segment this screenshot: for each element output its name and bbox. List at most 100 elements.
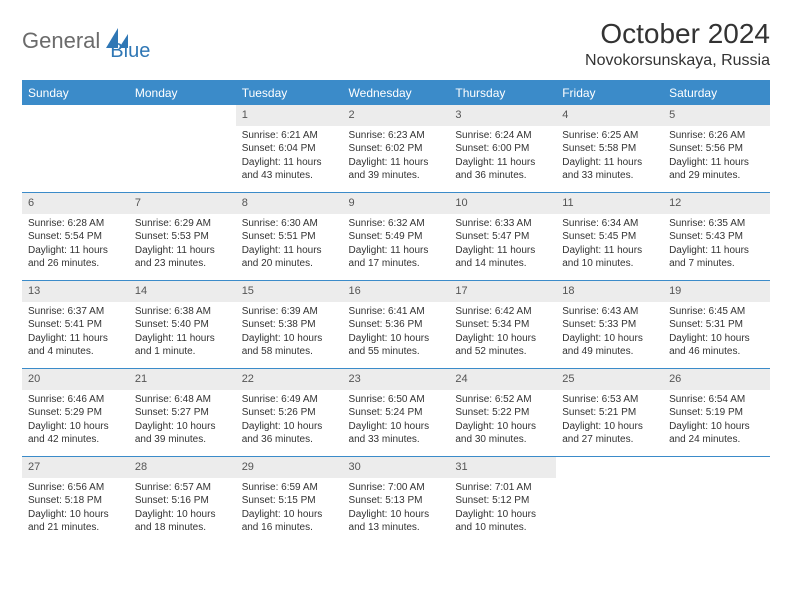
day-body: Sunrise: 6:46 AMSunset: 5:29 PMDaylight:…	[22, 390, 129, 451]
daylight-line: Daylight: 10 hours and 27 minutes.	[562, 420, 657, 447]
calendar-cell: 2Sunrise: 6:23 AMSunset: 6:02 PMDaylight…	[343, 105, 450, 193]
day-number: 4	[556, 105, 663, 126]
day-number: 9	[343, 193, 450, 214]
day-number: 23	[343, 369, 450, 390]
sunset-line: Sunset: 5:15 PM	[242, 494, 337, 508]
sunset-line: Sunset: 5:53 PM	[135, 230, 230, 244]
daylight-line: Daylight: 10 hours and 39 minutes.	[135, 420, 230, 447]
daylight-line: Daylight: 11 hours and 36 minutes.	[455, 156, 550, 183]
sunset-line: Sunset: 5:43 PM	[669, 230, 764, 244]
daylight-line: Daylight: 10 hours and 10 minutes.	[455, 508, 550, 535]
sunrise-line: Sunrise: 6:21 AM	[242, 129, 337, 143]
daylight-line: Daylight: 10 hours and 55 minutes.	[349, 332, 444, 359]
sunset-line: Sunset: 5:26 PM	[242, 406, 337, 420]
calendar-cell: 24Sunrise: 6:52 AMSunset: 5:22 PMDayligh…	[449, 369, 556, 457]
calendar-cell: ..	[129, 105, 236, 193]
calendar-cell: ..	[22, 105, 129, 193]
day-body: Sunrise: 6:24 AMSunset: 6:00 PMDaylight:…	[449, 126, 556, 187]
sunrise-line: Sunrise: 6:49 AM	[242, 393, 337, 407]
day-body: Sunrise: 6:29 AMSunset: 5:53 PMDaylight:…	[129, 214, 236, 275]
sunset-line: Sunset: 5:58 PM	[562, 142, 657, 156]
day-body: Sunrise: 6:48 AMSunset: 5:27 PMDaylight:…	[129, 390, 236, 451]
daylight-line: Daylight: 10 hours and 52 minutes.	[455, 332, 550, 359]
calendar-cell: 8Sunrise: 6:30 AMSunset: 5:51 PMDaylight…	[236, 193, 343, 281]
daylight-line: Daylight: 11 hours and 20 minutes.	[242, 244, 337, 271]
sunrise-line: Sunrise: 6:28 AM	[28, 217, 123, 231]
daylight-line: Daylight: 11 hours and 17 minutes.	[349, 244, 444, 271]
calendar-cell: 6Sunrise: 6:28 AMSunset: 5:54 PMDaylight…	[22, 193, 129, 281]
day-body: Sunrise: 6:52 AMSunset: 5:22 PMDaylight:…	[449, 390, 556, 451]
daylight-line: Daylight: 10 hours and 18 minutes.	[135, 508, 230, 535]
page-title: October 2024	[585, 18, 770, 50]
sunset-line: Sunset: 5:36 PM	[349, 318, 444, 332]
sunset-line: Sunset: 5:31 PM	[669, 318, 764, 332]
logo: General Blue	[22, 18, 150, 63]
calendar-cell: 9Sunrise: 6:32 AMSunset: 5:49 PMDaylight…	[343, 193, 450, 281]
weekday-header: Monday	[129, 81, 236, 105]
day-body: Sunrise: 6:26 AMSunset: 5:56 PMDaylight:…	[663, 126, 770, 187]
day-number: 24	[449, 369, 556, 390]
daylight-line: Daylight: 10 hours and 21 minutes.	[28, 508, 123, 535]
day-body: Sunrise: 6:34 AMSunset: 5:45 PMDaylight:…	[556, 214, 663, 275]
sunset-line: Sunset: 5:16 PM	[135, 494, 230, 508]
day-body: Sunrise: 6:54 AMSunset: 5:19 PMDaylight:…	[663, 390, 770, 451]
calendar-cell: 26Sunrise: 6:54 AMSunset: 5:19 PMDayligh…	[663, 369, 770, 457]
day-number: 20	[22, 369, 129, 390]
sunset-line: Sunset: 5:54 PM	[28, 230, 123, 244]
day-number: 11	[556, 193, 663, 214]
day-number: 30	[343, 457, 450, 478]
location: Novokorsunskaya, Russia	[585, 52, 770, 70]
day-body: Sunrise: 6:21 AMSunset: 6:04 PMDaylight:…	[236, 126, 343, 187]
calendar-body: ....1Sunrise: 6:21 AMSunset: 6:04 PMDayl…	[22, 105, 770, 545]
sunrise-line: Sunrise: 6:53 AM	[562, 393, 657, 407]
sunset-line: Sunset: 5:24 PM	[349, 406, 444, 420]
day-body: Sunrise: 6:30 AMSunset: 5:51 PMDaylight:…	[236, 214, 343, 275]
calendar-cell: 15Sunrise: 6:39 AMSunset: 5:38 PMDayligh…	[236, 281, 343, 369]
header: General Blue October 2024 Novokorsunskay…	[22, 18, 770, 70]
sunset-line: Sunset: 6:04 PM	[242, 142, 337, 156]
daylight-line: Daylight: 10 hours and 58 minutes.	[242, 332, 337, 359]
weekday-header-row: SundayMondayTuesdayWednesdayThursdayFrid…	[22, 81, 770, 105]
daylight-line: Daylight: 11 hours and 33 minutes.	[562, 156, 657, 183]
daylight-line: Daylight: 11 hours and 29 minutes.	[669, 156, 764, 183]
calendar-cell: 25Sunrise: 6:53 AMSunset: 5:21 PMDayligh…	[556, 369, 663, 457]
daylight-line: Daylight: 11 hours and 23 minutes.	[135, 244, 230, 271]
day-body: Sunrise: 6:45 AMSunset: 5:31 PMDaylight:…	[663, 302, 770, 363]
calendar-cell: 23Sunrise: 6:50 AMSunset: 5:24 PMDayligh…	[343, 369, 450, 457]
calendar-row: 20Sunrise: 6:46 AMSunset: 5:29 PMDayligh…	[22, 369, 770, 457]
calendar-cell: 4Sunrise: 6:25 AMSunset: 5:58 PMDaylight…	[556, 105, 663, 193]
day-body: Sunrise: 6:49 AMSunset: 5:26 PMDaylight:…	[236, 390, 343, 451]
sunset-line: Sunset: 5:56 PM	[669, 142, 764, 156]
logo-text-a: General	[22, 28, 100, 54]
daylight-line: Daylight: 11 hours and 43 minutes.	[242, 156, 337, 183]
calendar-cell: 22Sunrise: 6:49 AMSunset: 5:26 PMDayligh…	[236, 369, 343, 457]
day-body: Sunrise: 7:01 AMSunset: 5:12 PMDaylight:…	[449, 478, 556, 539]
sunset-line: Sunset: 5:22 PM	[455, 406, 550, 420]
sunset-line: Sunset: 5:51 PM	[242, 230, 337, 244]
calendar-row: 6Sunrise: 6:28 AMSunset: 5:54 PMDaylight…	[22, 193, 770, 281]
logo-text-b: Blue	[110, 40, 150, 63]
sunset-line: Sunset: 5:45 PM	[562, 230, 657, 244]
sunrise-line: Sunrise: 6:46 AM	[28, 393, 123, 407]
calendar-cell: 1Sunrise: 6:21 AMSunset: 6:04 PMDaylight…	[236, 105, 343, 193]
day-number: 3	[449, 105, 556, 126]
sunset-line: Sunset: 5:33 PM	[562, 318, 657, 332]
day-number: 26	[663, 369, 770, 390]
weekday-header: Friday	[556, 81, 663, 105]
sunrise-line: Sunrise: 6:39 AM	[242, 305, 337, 319]
day-body: Sunrise: 7:00 AMSunset: 5:13 PMDaylight:…	[343, 478, 450, 539]
sunset-line: Sunset: 5:34 PM	[455, 318, 550, 332]
day-number: 25	[556, 369, 663, 390]
calendar-row: 13Sunrise: 6:37 AMSunset: 5:41 PMDayligh…	[22, 281, 770, 369]
sunrise-line: Sunrise: 6:32 AM	[349, 217, 444, 231]
sunrise-line: Sunrise: 6:41 AM	[349, 305, 444, 319]
day-number: 21	[129, 369, 236, 390]
day-body: Sunrise: 6:50 AMSunset: 5:24 PMDaylight:…	[343, 390, 450, 451]
day-number: 15	[236, 281, 343, 302]
sunrise-line: Sunrise: 7:01 AM	[455, 481, 550, 495]
daylight-line: Daylight: 11 hours and 39 minutes.	[349, 156, 444, 183]
day-number: 31	[449, 457, 556, 478]
daylight-line: Daylight: 10 hours and 36 minutes.	[242, 420, 337, 447]
weekday-header: Thursday	[449, 81, 556, 105]
calendar-row: 27Sunrise: 6:56 AMSunset: 5:18 PMDayligh…	[22, 457, 770, 545]
